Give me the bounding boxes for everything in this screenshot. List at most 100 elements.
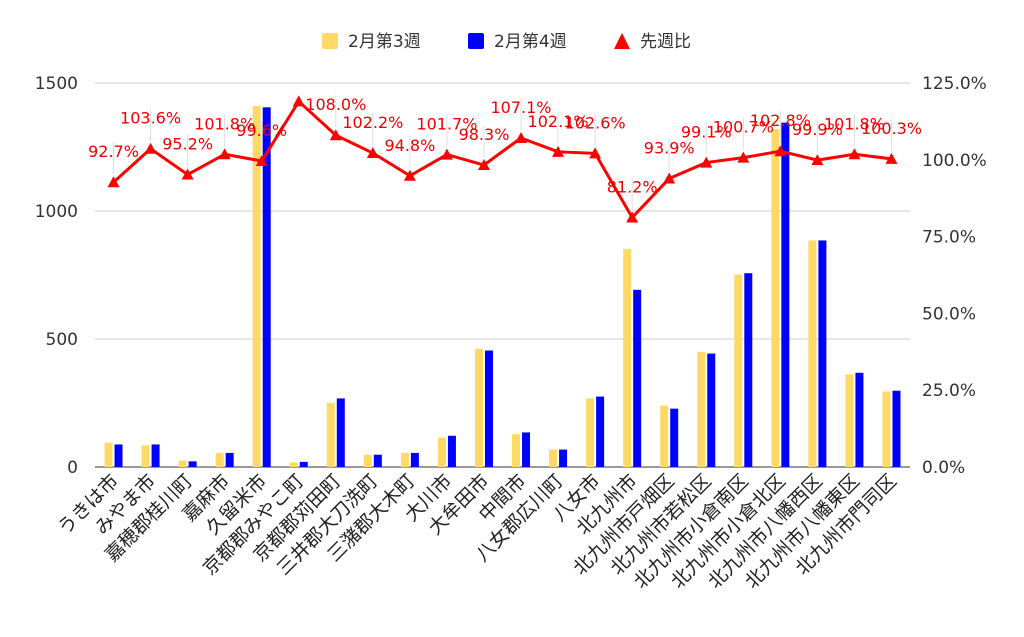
bar-2月第3週 <box>623 248 632 467</box>
bar-2月第4週 <box>373 454 382 467</box>
bar-2月第3週 <box>437 437 446 467</box>
bar-2月第3週 <box>326 403 335 467</box>
data-label: 99.6% <box>236 121 287 140</box>
legend-swatch <box>322 33 338 49</box>
bar-2月第3週 <box>882 391 891 467</box>
y-right-tick-label: 100.0% <box>922 151 987 171</box>
line-point-先週比 <box>440 148 453 160</box>
bar-2月第3週 <box>289 462 298 467</box>
line-point-先週比 <box>848 148 861 160</box>
line-point-先週比 <box>218 148 231 160</box>
line-point-先週比 <box>255 155 268 167</box>
bar-2月第4週 <box>225 452 234 467</box>
line-point-先週比 <box>107 176 120 188</box>
legend-swatch <box>468 33 484 49</box>
line-point-先週比 <box>181 168 194 180</box>
data-label: 102.1% <box>528 112 589 131</box>
line-point-先週比 <box>403 169 416 181</box>
bar-2月第3週 <box>734 274 743 467</box>
data-label: 102.2% <box>342 113 403 132</box>
data-label: 98.3% <box>459 125 510 144</box>
bar-2月第4週 <box>707 353 716 467</box>
data-label: 107.1% <box>491 98 552 117</box>
bar-2月第3週 <box>845 374 854 467</box>
bar-2月第4週 <box>447 435 456 467</box>
line-point-先週比 <box>366 147 379 159</box>
line-point-先週比 <box>329 129 342 141</box>
bar-2月第4週 <box>522 432 531 467</box>
data-label: 102.6% <box>565 113 626 132</box>
data-label: 99.1% <box>681 123 732 142</box>
bar-2月第3週 <box>363 454 372 467</box>
data-label: 101.7% <box>416 115 477 134</box>
y-right-tick-label: 25.0% <box>922 381 976 401</box>
bar-2月第4週 <box>484 350 493 467</box>
data-label: 92.7% <box>88 142 139 161</box>
y-left-tick-label: 1000 <box>35 202 78 222</box>
line-point-先週比 <box>885 152 898 164</box>
data-label: 101.8% <box>824 114 885 133</box>
line-point-先週比 <box>663 172 676 184</box>
bar-2月第3週 <box>512 434 521 467</box>
bar-2月第3週 <box>215 452 224 467</box>
bar-2月第4週 <box>670 408 679 467</box>
bar-2月第4週 <box>299 461 308 467</box>
data-label: 100.3% <box>861 119 922 138</box>
bar-2月第3週 <box>104 442 113 467</box>
bar-2月第4週 <box>410 452 419 467</box>
legend-swatch <box>614 33 630 49</box>
bar-2月第3週 <box>771 129 780 467</box>
bar-2月第4週 <box>151 444 160 467</box>
bar-2月第4週 <box>336 398 345 467</box>
bar-2月第4週 <box>892 390 901 467</box>
bar-2月第4週 <box>596 396 605 467</box>
bar-2月第3週 <box>400 452 409 467</box>
line-point-先週比 <box>700 156 713 168</box>
y-left-tick-label: 0 <box>67 458 78 478</box>
bar-2月第4週 <box>818 240 827 467</box>
y-left-tick-label: 1500 <box>35 74 78 94</box>
line-point-先週比 <box>515 131 528 143</box>
data-label: 100.7% <box>713 118 774 137</box>
data-label: 99.9% <box>792 120 843 139</box>
bar-2月第3週 <box>660 405 669 467</box>
data-label: 81.2% <box>607 178 658 197</box>
y-right-tick-label: 50.0% <box>922 304 976 324</box>
bar-2月第3週 <box>586 398 595 467</box>
bar-2月第3週 <box>178 460 187 467</box>
line-point-先週比 <box>552 145 565 157</box>
line-point-先週比 <box>626 211 639 223</box>
line-先週比 <box>112 99 892 220</box>
legend-label: 2月第4週 <box>494 32 567 52</box>
bar-2月第4週 <box>744 273 753 467</box>
line-point-先週比 <box>589 147 602 159</box>
y-left-tick-label: 500 <box>46 330 78 350</box>
bar-2月第4週 <box>855 372 864 467</box>
data-label: 101.8% <box>194 114 255 133</box>
data-label: 103.6% <box>120 109 181 128</box>
bar-2月第3週 <box>141 445 150 467</box>
bar-2月第4週 <box>781 122 790 468</box>
data-label: 108.0% <box>305 95 366 114</box>
data-label: 94.8% <box>384 136 435 155</box>
bar-2月第3週 <box>697 351 706 467</box>
line-point-先週比 <box>477 159 490 171</box>
line-point-先週比 <box>737 151 750 163</box>
line-point-先週比 <box>774 145 787 157</box>
bar-2月第4週 <box>559 449 568 467</box>
line-point-先週比 <box>811 154 824 166</box>
y-right-tick-label: 125.0% <box>922 74 987 94</box>
bar-2月第3週 <box>474 348 483 467</box>
bar-2月第4週 <box>262 107 271 467</box>
data-label: 102.8% <box>750 111 811 130</box>
bar-2月第3週 <box>808 240 817 467</box>
y-right-tick-label: 75.0% <box>922 228 976 248</box>
bar-2月第4週 <box>188 461 197 467</box>
line-point-先週比 <box>144 142 157 154</box>
data-label: 93.9% <box>644 139 695 158</box>
legend-label: 先週比 <box>640 32 691 52</box>
bar-2月第4週 <box>114 444 123 467</box>
line-point-先週比 <box>292 95 305 107</box>
